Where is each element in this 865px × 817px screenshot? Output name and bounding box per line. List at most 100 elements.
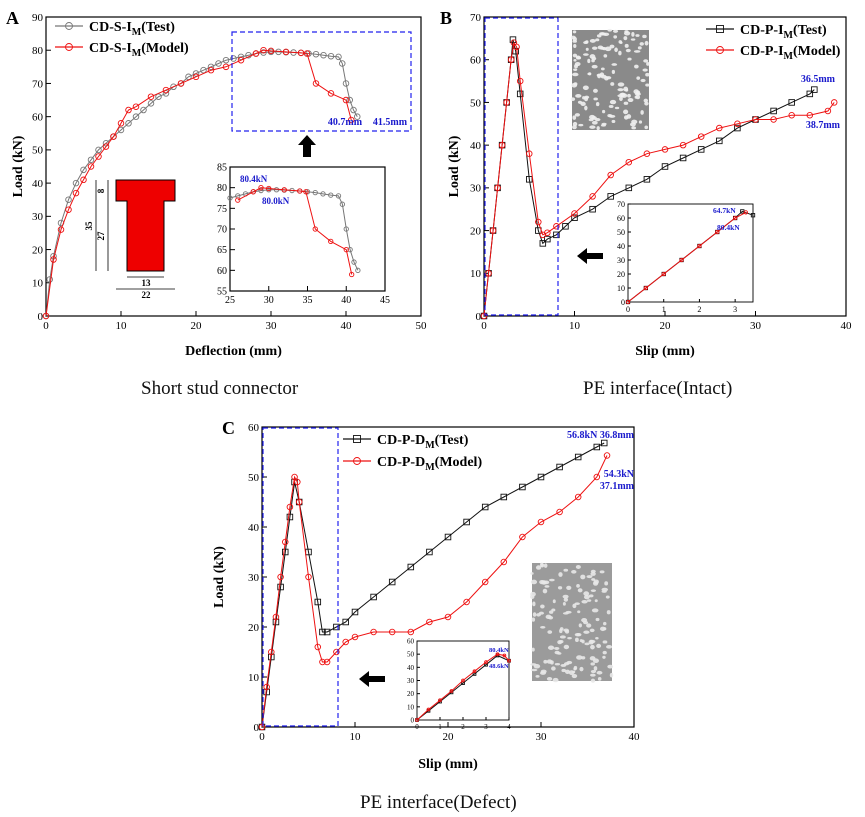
panel-b-photo-speck — [643, 59, 649, 63]
panel-b-test-point — [539, 240, 547, 247]
panel-c-inset-test-line — [416, 654, 510, 721]
panel-b-photo-speck — [603, 54, 608, 58]
panel-c-photo-speck — [554, 647, 560, 650]
panel-b-model-point — [643, 150, 651, 157]
panel-b-model-point — [734, 120, 741, 128]
panel-a-model-line — [45, 49, 352, 317]
panel-b-inset-ytick-label: 40 — [617, 242, 625, 251]
panel-a-ylabel: Load (kN) — [11, 135, 26, 197]
panel-a-annot-1: 40.7mm — [328, 117, 363, 128]
panel-b-model-point — [507, 56, 515, 63]
panel-c-photo-speck — [549, 610, 554, 614]
panel-c-test-point — [500, 493, 508, 501]
panel-a-inset-test-point — [335, 193, 342, 199]
panel-b-xtick-label: 40 — [841, 320, 853, 332]
panel-b-photo-speck — [644, 125, 649, 130]
panel-b-model-point — [526, 150, 533, 157]
panel-b-ytick-label: 50 — [470, 97, 482, 109]
panel-b-photo-speck — [620, 93, 628, 98]
panel-c-photo-speck — [586, 599, 592, 602]
panel-a-model-point — [125, 106, 132, 114]
panel-c-annot-1: 56.8kN 36.8mm — [567, 430, 635, 441]
panel-b-ytick-label: 70 — [470, 12, 482, 24]
panel-a-ytick-label: 40 — [32, 178, 44, 190]
panel-b-photo-speck — [611, 119, 616, 124]
panel-b-photo-speck — [574, 113, 581, 117]
panel-b-model-point — [503, 99, 510, 106]
panel-c-inset-xtick-label: 4 — [507, 723, 511, 731]
panel-c-inset-label-2: 48.6kN — [489, 663, 509, 670]
panel-b-photo-speck — [642, 68, 648, 72]
panel-c-inset-model-line — [416, 653, 510, 721]
panel-b-photo-speck — [630, 122, 636, 127]
panel-b-annot-2: 38.7mm — [806, 120, 841, 131]
panel-b-photo-speck — [575, 55, 581, 60]
panel-c-test-point — [481, 503, 489, 511]
panel-c-annot-2: 54.3kN — [604, 469, 635, 480]
panel-a-model-point — [57, 226, 65, 233]
panel-c-test-point — [282, 548, 289, 556]
panel-c-photo-speck — [607, 664, 614, 669]
panel-a-inset-xtick-label: 25 — [225, 295, 235, 306]
panel-c-photo-speck — [590, 644, 595, 650]
panel-a-inset-model-point — [349, 271, 355, 278]
panel-a-inset-test-point — [258, 187, 264, 194]
panel-c-photo-speck — [576, 632, 582, 637]
panel-a-legend-label: CD-S-IM(Test) — [89, 20, 175, 38]
panel-a-xtick-label: 40 — [341, 320, 353, 332]
panel-a-inset-frame — [229, 166, 386, 292]
panel-c-photo-speck — [544, 585, 550, 588]
panel-c-photo-speck — [549, 578, 555, 582]
panel-c-model-point — [351, 633, 359, 641]
panel-b-photo-speck — [631, 126, 637, 130]
panel-c-photo-speck — [574, 602, 580, 606]
panel-c-test-point — [426, 548, 433, 556]
panel-c-photo-speck — [599, 570, 605, 574]
panel-b-test-point — [811, 86, 818, 93]
panel-b-test-point — [553, 231, 560, 239]
panel-c-photo-speck — [562, 612, 569, 615]
panel-b-test-point — [788, 99, 795, 106]
panel-c-photo-speck — [603, 627, 607, 631]
panel-a-model-point — [237, 56, 245, 64]
panel-c-inset-xtick-label: 3 — [484, 723, 488, 731]
panel-a-xtick-label: 30 — [266, 320, 278, 332]
panel-a-frame — [45, 16, 422, 317]
panel-b-photo-speck — [618, 50, 622, 56]
panel-b-model-point — [625, 158, 633, 166]
panel-c-model-point — [574, 493, 582, 501]
panel-c-photo-speck — [557, 586, 563, 590]
panel-c-model-point — [294, 478, 301, 486]
panel-c-annot-3: 37.1mm — [600, 481, 635, 492]
panel-a-ytick-label: 90 — [32, 12, 44, 24]
panel-c-photo-speck — [581, 639, 585, 644]
panel-b-photo-speck — [596, 73, 602, 77]
panel-a-annot-2: 41.5mm — [373, 117, 408, 128]
panel-c-photo-speck — [559, 635, 566, 639]
panel-b-inset-ytick-label: 70 — [617, 200, 625, 209]
panel-b-photo-speck — [608, 114, 616, 118]
panel-a-dim-35: 35 — [84, 221, 94, 231]
panel-b-inset-model-point — [715, 229, 720, 235]
panel-b-photo-speck — [614, 106, 620, 110]
panel-c-inset-ytick-label: 60 — [407, 637, 415, 645]
panel-a-inset-test-point — [343, 226, 349, 232]
panel-c-photo-speck — [563, 628, 569, 632]
panel-b-test-point — [607, 193, 614, 200]
panel-c-xtick-label: 40 — [629, 731, 641, 743]
panel-c-photo-speck — [543, 563, 548, 568]
panel-a-inset-ytick-label: 80 — [217, 183, 227, 194]
panel-c-photo-speck — [588, 639, 594, 645]
panel-a-inset-model-line — [237, 187, 353, 275]
panel-c-photo-speck — [572, 670, 576, 674]
panel-b-legend-label: CD-P-IM(Model) — [740, 44, 841, 62]
panel-b-photo-speck — [582, 85, 589, 91]
panel-b-photo-speck — [572, 115, 577, 120]
panel-c-photo-speck — [601, 587, 609, 592]
panel-c-photo-speck — [590, 571, 596, 576]
panel-a-test-point — [132, 113, 140, 120]
panel-c-inset-model-point — [461, 678, 465, 683]
panel-b-model-point — [824, 107, 832, 115]
panel-b-photo-speck — [604, 46, 612, 52]
panel-c-model-point — [314, 643, 322, 651]
